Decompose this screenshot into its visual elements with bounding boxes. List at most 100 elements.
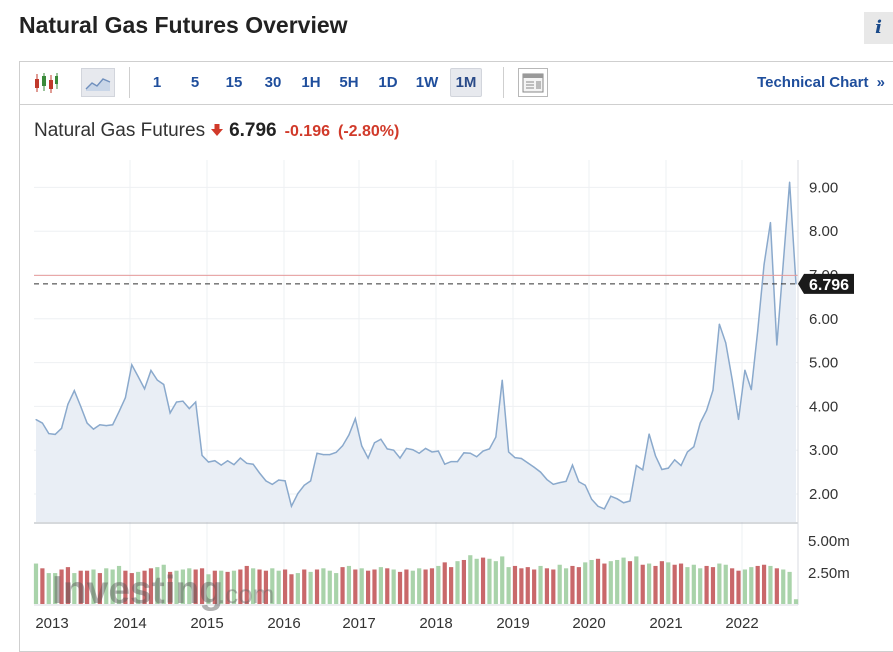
volume-bar (385, 568, 390, 604)
volume-bar (212, 570, 217, 604)
price-point (565, 480, 567, 482)
x-tick-label: 2021 (649, 615, 682, 632)
y-tick-label: 3.00 (809, 442, 838, 459)
volume-bar (525, 567, 530, 604)
price-point (437, 450, 439, 452)
price-point (578, 481, 580, 483)
price-point (661, 468, 663, 471)
price-point (137, 376, 139, 378)
x-tick-label: 2015 (190, 615, 223, 632)
volume-bar (647, 563, 652, 604)
price-point (35, 418, 37, 421)
volume-bar (302, 569, 307, 604)
interval-button-15[interactable]: 15 (225, 74, 243, 91)
price-point (112, 424, 114, 426)
volume-bar (659, 561, 664, 604)
volume-bar (781, 569, 786, 604)
volume-bar (442, 562, 447, 604)
volume-bar (295, 573, 300, 604)
price-point (92, 428, 95, 430)
volume-bar (774, 568, 779, 604)
price-point (354, 418, 356, 420)
candlestick-icon[interactable] (29, 68, 63, 97)
interval-button-1h[interactable]: 1H (301, 74, 321, 91)
toolbar-divider (503, 67, 504, 98)
price-point (131, 364, 133, 366)
volume-bar (391, 569, 396, 604)
volume-bar (551, 569, 556, 604)
price-point (508, 451, 510, 453)
price-point (584, 484, 586, 486)
volume-bar (595, 558, 601, 604)
volume-bar (557, 564, 562, 604)
price-point (54, 433, 56, 436)
price-point (252, 463, 254, 465)
volume-bar (397, 571, 403, 604)
volume-bar (231, 570, 237, 604)
chevron-right-icon: » (876, 74, 885, 91)
price-point (341, 445, 344, 447)
volume-bar (199, 568, 205, 604)
price-point (233, 464, 235, 466)
price-area (36, 182, 796, 522)
price-point (239, 457, 241, 459)
price-point (424, 447, 427, 450)
volume-bar (761, 564, 767, 604)
price-point (99, 424, 101, 426)
volume-bar (621, 557, 626, 604)
volume-bar (84, 570, 90, 604)
y-tick-label: 9.00 (809, 179, 838, 196)
interval-button-1m[interactable]: 1M (450, 68, 482, 97)
volume-bar (40, 568, 45, 604)
technical-chart-link[interactable]: Technical Chart » (757, 68, 885, 97)
volume-bar (538, 565, 543, 604)
price-point (60, 427, 63, 429)
volume-bar (602, 563, 607, 604)
volume-bar (276, 570, 281, 604)
volume-bar (787, 571, 792, 604)
volume-bar (666, 562, 671, 604)
volume-bar (704, 565, 709, 604)
price-point (412, 449, 414, 451)
price-point (654, 455, 657, 457)
price-point (405, 447, 408, 450)
price-point (150, 369, 152, 372)
interval-button-5[interactable]: 5 (190, 74, 200, 91)
price-point (533, 466, 535, 468)
price-point (782, 263, 784, 265)
price-point (571, 464, 574, 466)
y-tick-label: 8.00 (809, 223, 838, 240)
price-point (284, 480, 286, 482)
price-point (789, 181, 791, 183)
interval-button-1w[interactable]: 1W (415, 74, 439, 91)
interval-button-30[interactable]: 30 (264, 74, 282, 91)
volume-bar (608, 561, 613, 604)
volume-bar (480, 557, 486, 604)
price-point (373, 442, 376, 444)
volume-bar (78, 570, 83, 604)
price-point (546, 478, 548, 481)
volume-bar (97, 573, 102, 604)
interval-button-5h[interactable]: 5H (339, 74, 359, 91)
volume-bar (219, 570, 224, 604)
price-point (763, 263, 765, 266)
interval-button-1d[interactable]: 1D (378, 74, 398, 91)
x-tick-label: 2016 (267, 615, 300, 632)
chart-layout-icon[interactable] (518, 68, 548, 97)
price-point (67, 403, 69, 405)
volume-bar (423, 569, 428, 604)
toolbar-divider (129, 67, 130, 98)
area-chart-icon[interactable] (81, 68, 115, 97)
volume-bar (161, 564, 166, 604)
price-point (693, 446, 695, 448)
volume-bar (193, 569, 198, 604)
last-price-tag (798, 273, 854, 294)
info-button[interactable]: i (864, 12, 893, 44)
volume-bar (116, 565, 122, 604)
price-point (418, 452, 420, 454)
volume-bar (180, 569, 185, 604)
price-point (674, 459, 676, 461)
volume-bar (730, 568, 735, 604)
volume-bar (672, 564, 677, 604)
interval-button-1[interactable]: 1 (152, 74, 162, 91)
